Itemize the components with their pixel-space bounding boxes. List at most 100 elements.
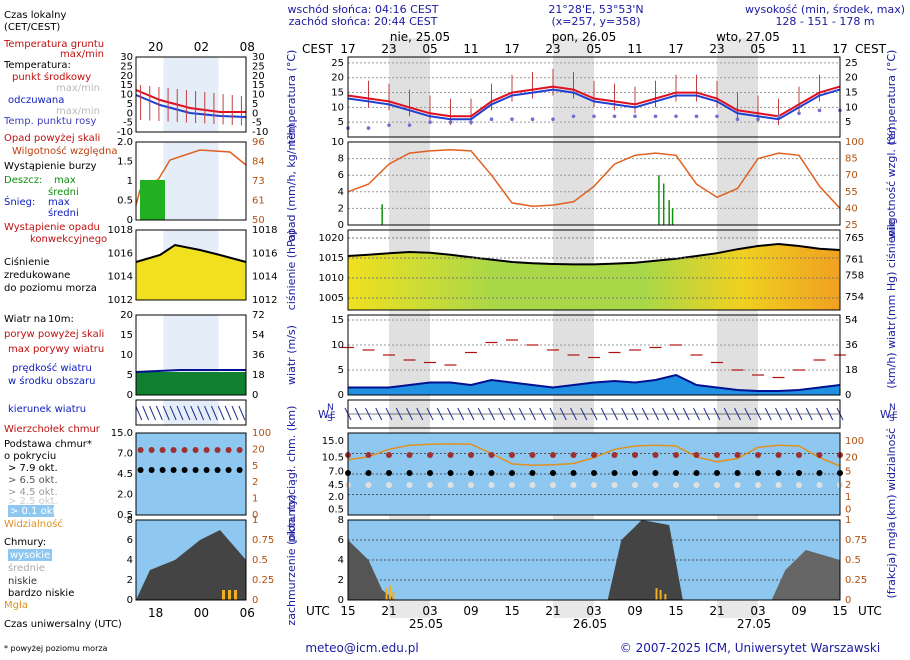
legend-text: max/min [56,83,100,94]
compass-e: E [330,411,336,421]
cloud-top-dot [796,452,802,458]
legend-cloud-top [148,447,155,453]
legend-text: w środku obszaru [8,375,95,387]
tick-left: 2 [338,575,344,586]
hour-label-cest: 11 [627,42,642,56]
legend-tick: 0 [252,390,258,401]
wind-arrow [508,407,516,421]
compass-n: N [327,403,334,413]
legend-night-c [164,433,219,515]
legend-border-c [135,432,247,516]
legend-tick: 5 [252,99,258,110]
cloud-base-dot [509,470,515,476]
night-shade-wind [717,315,758,395]
tick-left: 5 [338,365,344,376]
hour-label-cest: 05 [422,42,437,56]
legend-tick: 73 [252,176,265,187]
legend-tick: 100 [252,428,271,439]
tick-right: 36 [845,340,858,351]
cloud-top-dot [427,452,433,458]
legend-text: Temperatura: [3,60,71,71]
legend-text: Opad powyżej skali [4,133,100,144]
dew-point-dot [592,114,596,119]
legend-wind-arrow [204,405,211,421]
wind-arrow [426,407,434,421]
cloud-top-dot [652,452,659,458]
dew-point-dot [366,126,371,130]
day-label-top: pon, 26.05 [552,30,617,44]
cloud-base-dot [734,470,741,476]
legend-cloud-top [236,447,243,453]
panel-border-wind [347,314,841,396]
legend-wind-arrow [135,405,143,421]
wind-arrow [406,407,413,421]
hour-label-cest: 23 [381,42,396,56]
cloud-top-dot [714,452,720,458]
cloud-top-dot [406,452,413,458]
wind-arrow [488,407,495,421]
legend-cloud-top [137,447,144,453]
legend-text: punkt środkowy [12,71,91,83]
cloud-base-dot [365,470,372,476]
legend-fog-bar [234,590,237,600]
cloud-top-dot [755,452,761,458]
cloud-top-dot [365,452,372,458]
tick-right: 25 [845,58,858,69]
legend-pressure-line [135,243,247,263]
hour-label-cest: 23 [709,42,724,56]
tick-right: 100 [845,137,864,148]
cloud-top-dot [611,452,618,458]
cloud-base-dot-light [488,482,495,488]
legend-tick: 7.0 [117,449,133,460]
wind-arrow [785,407,793,421]
tick-left: 6 [338,170,344,181]
tick-left: 8 [338,154,344,165]
legend-tick: 1012 [108,295,133,306]
legend-tick: 15.0 [111,428,133,439]
tick-right: 2 [845,480,851,491]
cloud-top-dot [775,452,782,458]
wind-arrow [477,407,485,421]
tick-left: 7.0 [328,466,344,477]
hour-label-utc: 21 [709,604,724,618]
legend-wind-arrow [231,405,239,421]
tick-right: 754 [845,292,864,303]
sunset-text: zachód słońca: 20:44 CEST [289,15,438,28]
utc-right: UTC [858,604,882,618]
cloud-base-dot-light [509,482,515,488]
panels [342,57,846,600]
footer-email[interactable]: meteo@icm.edu.pl [305,641,418,655]
day-label-top: wto, 27.05 [716,30,780,44]
wind-arrow [539,407,547,421]
legend-tick: 4 [127,555,133,566]
cloud-base-dot-light [693,482,700,488]
legend-cloud-base [170,467,177,473]
legend-tick: 10 [120,90,133,101]
legend-tick: 15 [120,330,133,341]
tick-left: 4 [338,555,344,566]
legend-text: o pokryciu [4,451,56,462]
legend-tick: 96 [252,137,265,148]
dew-point-dot [489,117,494,122]
title-humidity: wilgotność wzgl. (%) [885,127,898,240]
legend-tick: 0 [127,390,133,401]
wind-arrow [723,407,731,421]
legend-hour-bottom: 18 [148,606,163,620]
compass-n-right: N [889,403,896,413]
temp-felt-line [347,88,841,121]
tick-right: 765 [845,233,864,244]
cest-right: CEST [855,42,887,56]
wind-arrow [775,407,782,421]
tick-right: 10 [845,102,858,113]
legend-tick: 2.0 [117,137,133,148]
cloud-top-dot [673,452,679,458]
tick-left: 2.0 [328,492,344,503]
legend-tick: 20 [120,71,133,82]
legend-hour-top: 02 [194,40,209,54]
legend-tick: 20 [252,71,265,82]
fog-bar [389,585,391,600]
cloud-base-dot [714,470,720,476]
legend-text: Mgła [4,600,28,611]
